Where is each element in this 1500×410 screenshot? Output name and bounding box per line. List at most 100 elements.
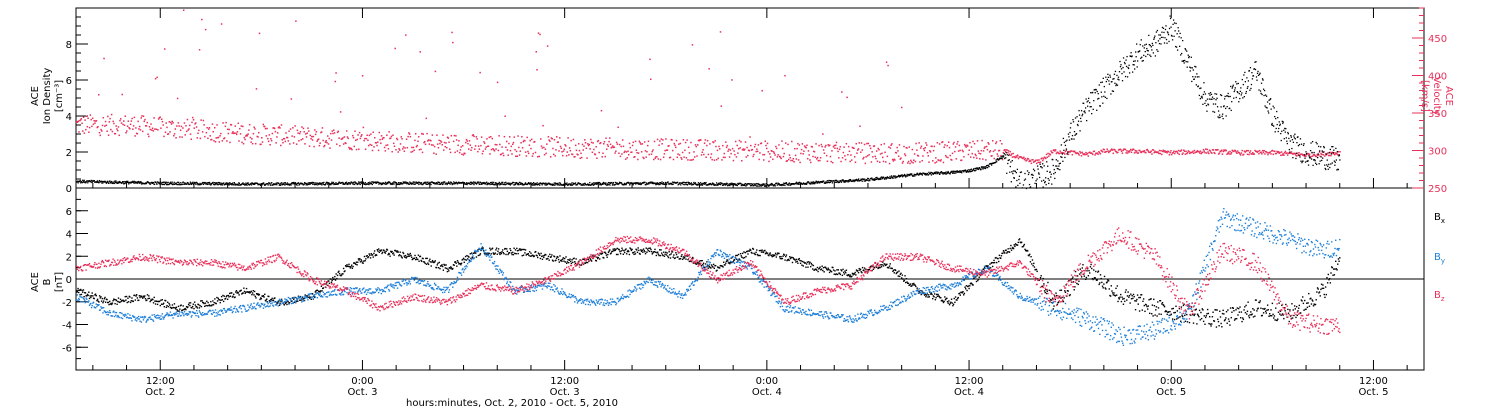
velocity-point [267, 137, 269, 140]
density-point [680, 184, 682, 186]
velocity-point [1318, 151, 1321, 153]
velocity-point [860, 151, 862, 153]
bx-point [238, 294, 240, 296]
density-point [1327, 165, 1329, 167]
density-point [746, 184, 748, 186]
density-point [384, 181, 387, 183]
density-point [1010, 161, 1012, 163]
density-point [1215, 93, 1218, 95]
density-point [1050, 173, 1052, 175]
velocity-point [610, 147, 613, 149]
velocity-point [169, 131, 171, 133]
density-point [943, 172, 946, 175]
density-point [725, 184, 727, 186]
velocity-point [1223, 149, 1225, 151]
density-tick-label: 2 [66, 148, 72, 159]
velocity-point [766, 147, 768, 150]
bx-point [185, 308, 187, 311]
density-point [1267, 110, 1269, 112]
velocity-point [876, 160, 879, 163]
velocity-point [787, 143, 789, 146]
density-point [899, 175, 902, 178]
velocity-point [976, 157, 978, 159]
velocity-point [734, 140, 737, 143]
velocity-point [506, 149, 509, 151]
density-point [1033, 170, 1036, 172]
velocity-point [1169, 151, 1171, 154]
velocity-point [846, 96, 848, 99]
density-point [1101, 81, 1103, 83]
density-point [1309, 149, 1312, 152]
density-point [284, 184, 286, 186]
density-point [1116, 74, 1118, 77]
density-point [971, 170, 973, 172]
velocity-point [1112, 152, 1115, 155]
density-point [1146, 47, 1148, 50]
bx-point [250, 290, 252, 293]
bx-point [371, 254, 374, 256]
velocity-point [170, 121, 172, 124]
velocity-point [988, 151, 991, 153]
velocity-point [617, 126, 619, 129]
density-point [721, 182, 723, 185]
density-point [164, 182, 167, 185]
density-point [283, 183, 285, 186]
density-point [507, 182, 509, 184]
bx-point [251, 292, 254, 294]
velocity-point [365, 137, 368, 140]
density-point [1266, 101, 1269, 103]
bx-point [284, 302, 287, 305]
bx-point [144, 295, 146, 297]
density-point [1094, 89, 1096, 91]
density-point [308, 183, 310, 185]
velocity-point [892, 160, 895, 162]
velocity-point [1142, 150, 1144, 153]
velocity-point [606, 148, 608, 151]
velocity-point [1119, 148, 1121, 151]
density-point [225, 182, 227, 185]
velocity-point [898, 144, 901, 146]
density-point [1107, 73, 1109, 75]
bx-point [225, 295, 228, 298]
velocity-point [1005, 149, 1008, 151]
density-point [1294, 133, 1296, 135]
bx-point [468, 259, 471, 261]
velocity-point [1118, 148, 1121, 151]
density-point [911, 173, 913, 175]
density-point [1072, 118, 1074, 121]
bx-point [334, 275, 336, 278]
velocity-point [197, 132, 199, 135]
velocity-point [1239, 154, 1242, 156]
density-point [1211, 98, 1213, 100]
velocity-point [747, 149, 750, 152]
bx-point [255, 292, 258, 295]
density-point [755, 185, 758, 187]
velocity-point [1045, 153, 1048, 156]
velocity-point [909, 162, 911, 165]
density-point [437, 181, 440, 184]
bx-point [406, 253, 409, 255]
density-point [286, 183, 288, 186]
velocity-point [703, 153, 705, 156]
velocity-point [152, 130, 155, 132]
bx-point [308, 296, 310, 298]
velocity-point [336, 143, 338, 145]
density-point [1295, 157, 1297, 160]
velocity-point [388, 131, 390, 133]
velocity-point [272, 127, 274, 129]
velocity-point [515, 155, 517, 158]
density-point [757, 183, 760, 185]
bx-point [223, 295, 226, 297]
density-point [1221, 115, 1223, 117]
bx-point [418, 260, 420, 262]
velocity-point [740, 141, 742, 143]
bx-point [260, 297, 263, 300]
velocity-point [1269, 151, 1271, 153]
velocity-point [705, 156, 707, 158]
velocity-point [76, 120, 78, 123]
bx-point [243, 287, 245, 289]
density-point [513, 184, 516, 186]
density-point [474, 181, 476, 183]
density-point [1195, 84, 1197, 86]
velocity-point [314, 133, 317, 136]
